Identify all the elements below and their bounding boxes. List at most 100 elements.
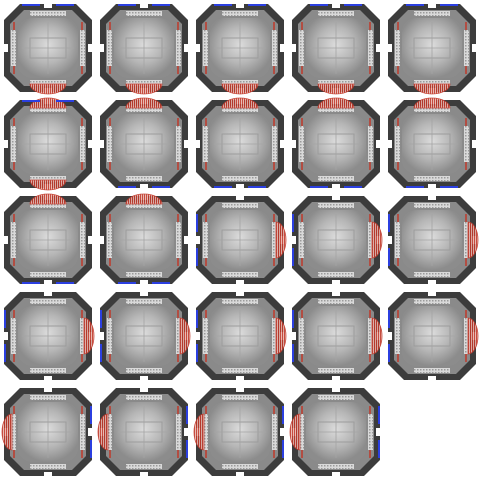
hull-notch <box>428 184 436 188</box>
station-module-sprite <box>96 288 192 384</box>
hull-notch <box>88 44 92 52</box>
hull-notch <box>236 472 244 476</box>
hull-notch <box>184 236 188 244</box>
vent-panel-right <box>464 126 469 162</box>
vent-panel-top <box>222 395 258 400</box>
vent-panel-right <box>368 414 373 450</box>
hull-notch <box>44 376 52 380</box>
station-module-sprite <box>288 96 384 192</box>
thruster-right <box>275 221 287 259</box>
hull-notch <box>140 280 148 284</box>
station-module-graphic <box>100 292 191 380</box>
vent-panel-left <box>395 30 400 66</box>
vent-panel-bottom <box>414 272 450 277</box>
station-module-graphic <box>292 4 380 95</box>
thruster-top <box>221 97 259 109</box>
station-module-sprite <box>0 384 96 480</box>
vent-panel-left <box>11 222 16 258</box>
vent-panel-left <box>203 30 208 66</box>
vent-panel-bottom <box>222 176 258 181</box>
hull-notch <box>184 44 188 52</box>
thruster-left <box>289 413 301 451</box>
hull-notch <box>332 4 340 8</box>
hull-notch <box>100 140 104 148</box>
station-module-graphic <box>388 97 476 188</box>
hull-notch <box>376 140 380 148</box>
vent-panel-top <box>30 299 66 304</box>
hull-notch <box>332 280 340 284</box>
station-module-sprite <box>384 192 480 288</box>
vent-panel-bottom <box>414 176 450 181</box>
hull-notch <box>140 376 148 380</box>
hull-notch <box>280 44 284 52</box>
station-module-graphic <box>196 4 284 95</box>
thruster-right <box>371 221 383 259</box>
vent-panel-left <box>11 126 16 162</box>
vent-panel-bottom <box>30 80 66 85</box>
vent-panel-left <box>203 222 208 258</box>
hull-notch <box>292 140 296 148</box>
station-module-sprite <box>96 0 192 96</box>
hull-notch <box>472 44 476 52</box>
station-module-sprite <box>384 0 480 96</box>
vent-panel-top <box>126 395 162 400</box>
vent-panel-bottom <box>222 368 258 373</box>
station-module-graphic <box>196 292 287 380</box>
station-module-graphic <box>292 196 383 284</box>
hull-notch <box>88 428 92 436</box>
hull-notch <box>472 140 476 148</box>
hull-notch <box>44 388 52 392</box>
vent-panel-right <box>368 318 373 354</box>
vent-panel-right <box>272 318 277 354</box>
station-module-graphic <box>196 97 284 188</box>
station-module-sprite <box>192 384 288 480</box>
vent-panel-left <box>299 222 304 258</box>
station-module-sprite <box>96 96 192 192</box>
hull-notch <box>388 332 392 340</box>
vent-panel-left <box>11 318 16 354</box>
thruster-bottom <box>29 179 67 191</box>
station-module-sprite <box>96 192 192 288</box>
thruster-left <box>97 413 109 451</box>
vent-panel-right <box>176 126 181 162</box>
station-module-sprite <box>288 192 384 288</box>
thruster-top <box>317 97 355 109</box>
vent-panel-top <box>318 107 354 112</box>
station-module-graphic <box>4 4 92 95</box>
hull-notch <box>44 280 52 284</box>
hull-notch <box>236 4 244 8</box>
vent-panel-bottom <box>318 80 354 85</box>
station-module-sprite <box>96 384 192 480</box>
vent-panel-right <box>80 126 85 162</box>
vent-panel-top <box>30 107 66 112</box>
vent-panel-top <box>222 107 258 112</box>
station-module-graphic <box>193 388 284 476</box>
hull-notch <box>236 280 244 284</box>
vent-panel-left <box>395 222 400 258</box>
vent-panel-top <box>318 299 354 304</box>
station-module-sprite <box>288 288 384 384</box>
vent-panel-top <box>318 11 354 16</box>
vent-panel-right <box>272 222 277 258</box>
station-module-sprite <box>384 288 480 384</box>
thruster-bottom <box>221 83 259 95</box>
vent-panel-bottom <box>126 272 162 277</box>
vent-panel-top <box>222 299 258 304</box>
hull-notch <box>140 388 148 392</box>
hull-notch <box>4 140 8 148</box>
thruster-right <box>467 317 479 355</box>
vent-panel-right <box>176 30 181 66</box>
vent-panel-right <box>272 126 277 162</box>
station-module-sprite <box>192 0 288 96</box>
hull-notch <box>376 428 380 436</box>
vent-panel-top <box>318 395 354 400</box>
hull-notch <box>196 140 200 148</box>
hull-notch <box>428 280 436 284</box>
vent-panel-top <box>414 107 450 112</box>
hull-notch <box>332 292 340 296</box>
hull-notch <box>332 472 340 476</box>
vent-panel-right <box>464 30 469 66</box>
station-module-graphic <box>289 388 380 476</box>
vent-panel-bottom <box>30 464 66 469</box>
